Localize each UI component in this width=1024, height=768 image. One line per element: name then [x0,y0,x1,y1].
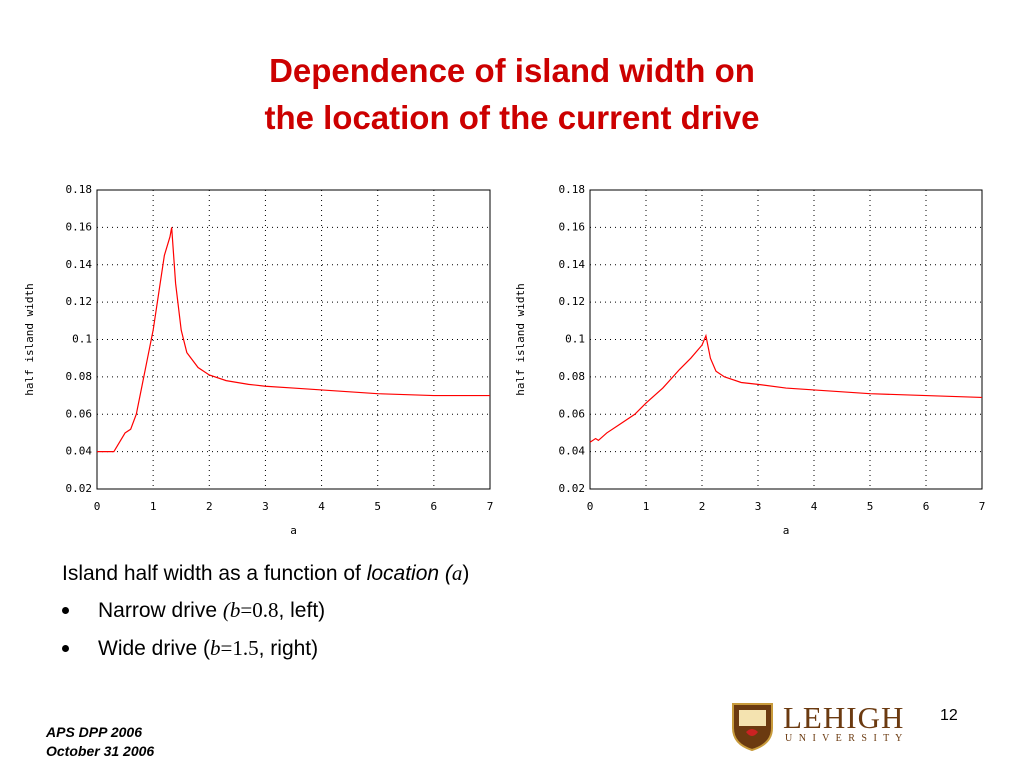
text: , left) [278,599,326,622]
y-axis-label: half island width [514,283,527,396]
y-tick-label: 0.02 [66,482,93,495]
data-line [97,227,490,453]
x-tick-label: 3 [262,500,269,513]
text: Wide drive ( [98,637,211,660]
x-tick-label: 1 [643,500,650,513]
text: Narrow drive [98,599,223,622]
y-tick-label: 0.04 [66,445,93,458]
title-line: the location of the current drive [264,99,760,136]
x-tick-label: 0 [587,500,594,513]
text: ) [462,562,470,585]
x-tick-label: 3 [755,500,762,513]
caption-intro: Island half width as a function of locat… [62,561,469,586]
logo-shield [732,703,773,752]
x-tick-label: 2 [206,500,213,513]
y-tick-label: 0.14 [66,258,93,271]
x-tick-label: 1 [150,500,157,513]
page-number: 12 [940,707,958,724]
logo-text: LEHIGH [783,700,905,735]
text: =1.5 [220,636,259,660]
text: =0.8 [240,598,279,622]
event: APS DPP 2006 [46,724,142,740]
y-tick-label: 0.1 [565,333,585,346]
x-tick-label: 0 [94,500,101,513]
y-tick-label: 0.14 [559,258,586,271]
text: location ( [366,562,452,585]
bullet-marker [62,645,69,652]
bullet-marker [62,607,69,614]
x-tick-label: 5 [867,500,874,513]
date: October 31 2006 [46,743,155,759]
y-tick-label: 0.08 [559,370,586,383]
y-axis-label: half island width [23,283,36,396]
data-line [589,333,983,443]
x-tick-label: 2 [699,500,706,513]
y-tick-label: 0.16 [559,220,586,233]
y-tick-label: 0.08 [66,370,93,383]
y-tick-label: 0.04 [559,445,586,458]
text: ( [222,598,230,622]
x-tick-label: 4 [811,500,818,513]
y-tick-label: 0.18 [66,183,93,196]
text: b [210,636,221,660]
y-tick-label: 0.02 [559,482,586,495]
logo-subtext: U N I V E R S I T Y [785,733,905,744]
text: b [229,598,241,622]
y-tick-label: 0.12 [559,295,586,308]
y-tick-label: 0.1 [72,333,92,346]
x-axis-label: a [290,524,297,537]
text: a [451,561,463,585]
x-tick-label: 6 [431,500,438,513]
y-tick-label: 0.12 [66,295,93,308]
text: , right) [258,637,319,660]
y-tick-label: 0.06 [559,407,586,420]
text: Island half width as a function of [62,562,367,585]
x-tick-label: 7 [487,500,494,513]
x-tick-label: 6 [923,500,930,513]
y-tick-label: 0.16 [66,220,93,233]
x-tick-label: 4 [318,500,325,513]
y-tick-label: 0.06 [66,407,93,420]
y-tick-label: 0.18 [559,183,586,196]
x-tick-label: 7 [979,500,986,513]
x-tick-label: 5 [374,500,381,513]
plot-area [96,189,491,490]
bullet: Narrow drive (b=0.8, left) [98,598,325,623]
x-axis-label: a [783,524,790,537]
title-line: Dependence of island width on [269,52,755,89]
bullet: Wide drive (b=1.5, right) [98,636,318,661]
